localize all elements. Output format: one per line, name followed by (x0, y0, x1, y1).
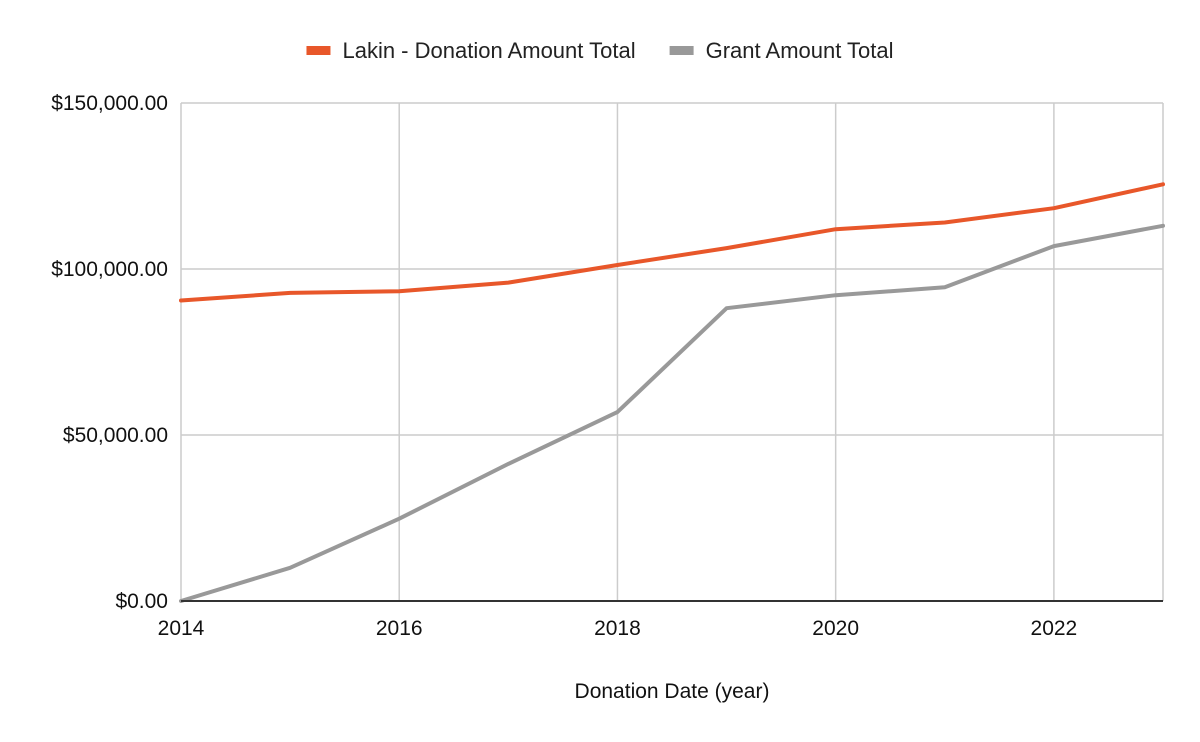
tick-labels: $0.00 $50,000.00 $100,000.00 $150,000.00 201… (51, 92, 1077, 640)
x-tick-label: 2020 (812, 617, 859, 640)
x-tick-label: 2016 (376, 617, 423, 640)
y-tick-label: $150,000.00 (51, 92, 168, 115)
series-line-1 (179, 182, 1165, 303)
legend-swatch-2 (669, 46, 694, 55)
legend-label-1: Lakin - Donation Amount Total (342, 38, 635, 63)
gridlines (180, 102, 1164, 601)
y-tick-label: $0.00 (115, 590, 168, 613)
legend: Lakin - Donation Amount Total Grant Amoun… (306, 38, 894, 63)
y-tick-label: $50,000.00 (63, 424, 168, 447)
x-tick-label: 2018 (594, 617, 641, 640)
x-tick-label: 2014 (158, 617, 205, 640)
y-tick-label: $100,000.00 (51, 258, 168, 281)
x-axis-title: Donation Date (year) (575, 680, 770, 703)
series-line-2 (179, 223, 1165, 603)
legend-label-2: Grant Amount Total (706, 38, 894, 63)
legend-swatch-1 (306, 46, 331, 55)
series-lines (179, 182, 1165, 603)
x-tick-label: 2022 (1031, 617, 1078, 640)
